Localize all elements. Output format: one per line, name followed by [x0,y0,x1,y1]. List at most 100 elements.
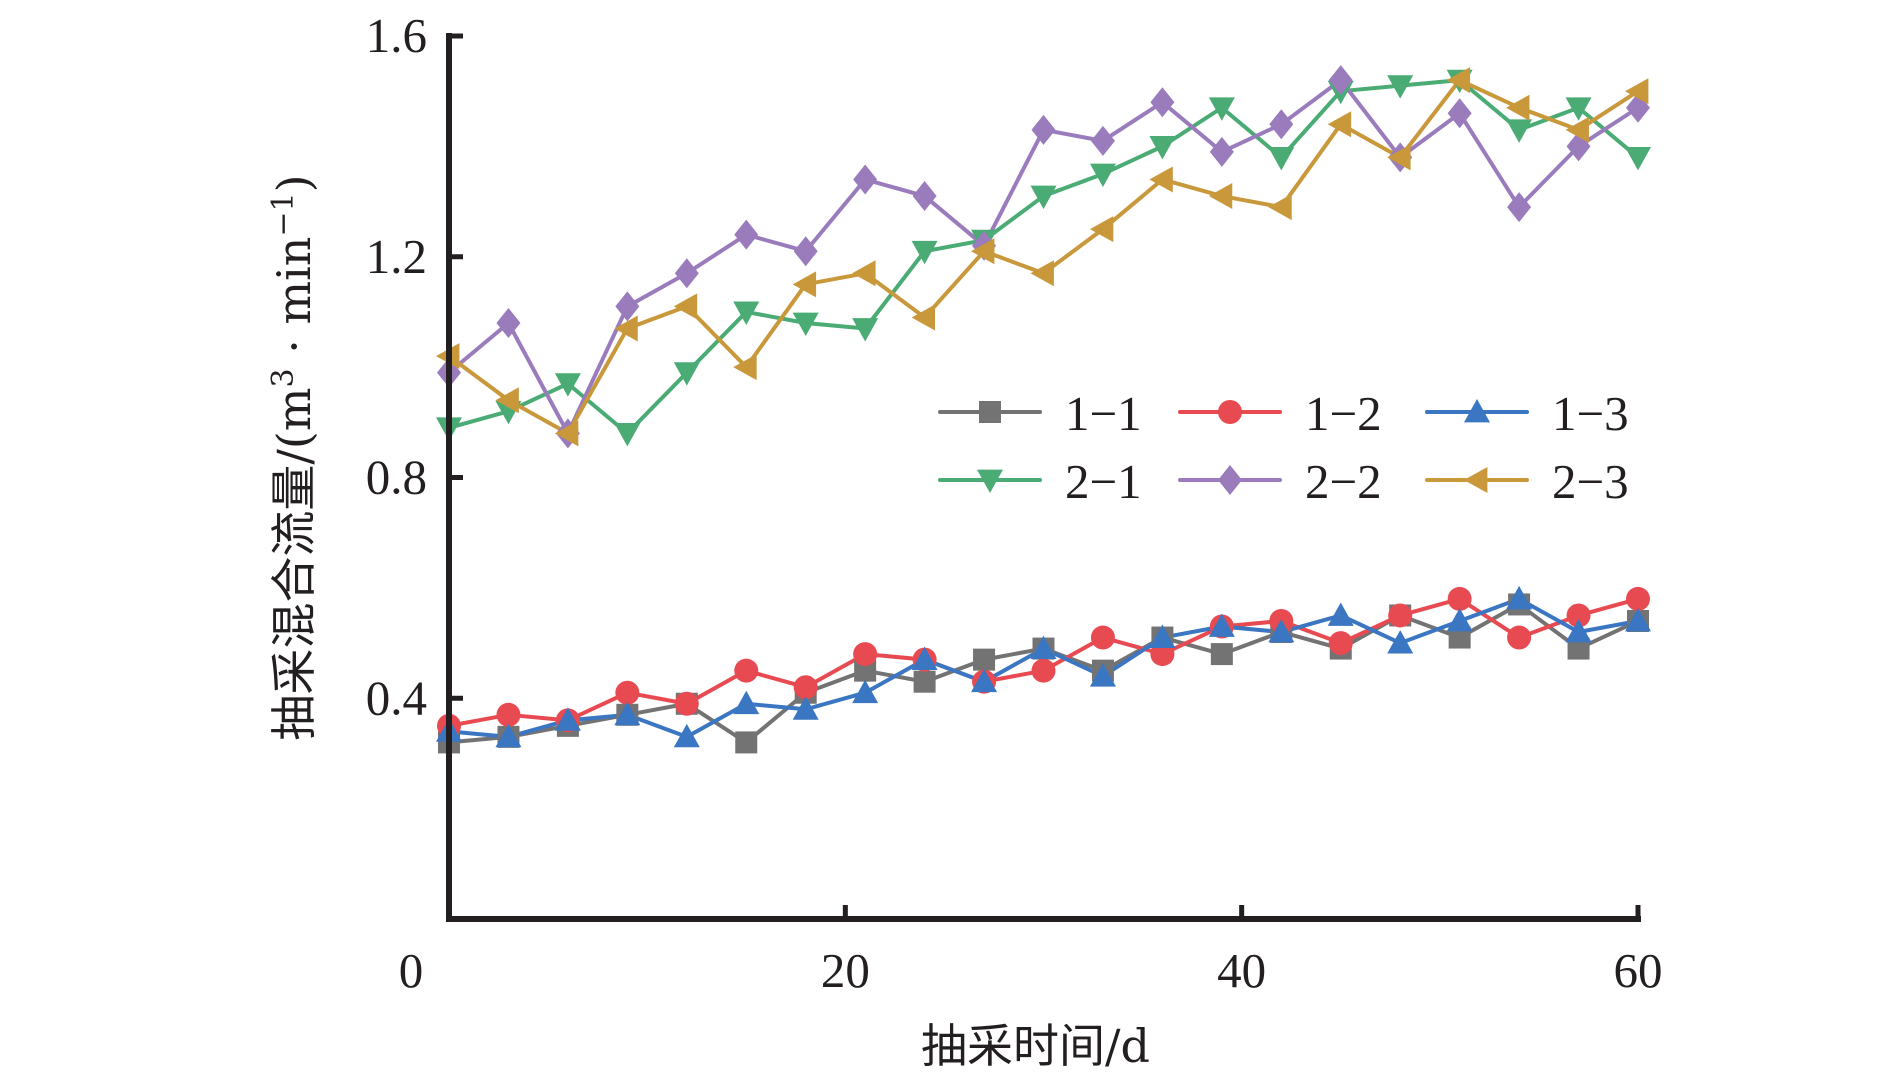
data-point [913,670,936,693]
data-point [1507,625,1532,650]
legend: 1−1 1−2 1−3 2−1 2−2 2−3 [938,386,1629,509]
legend-marker [1218,400,1242,424]
legend-item-2-3: 2−3 [1425,454,1629,509]
data-point [973,648,996,671]
data-point [911,304,935,331]
data-point [734,219,759,250]
data-point [971,238,995,265]
data-point [852,260,876,287]
data-point [1565,97,1592,121]
data-point [1089,163,1116,187]
data-point [1447,586,1472,611]
data-point [1565,116,1589,143]
data-point [1209,136,1234,167]
data-point [1507,192,1532,223]
data-point [852,318,879,342]
x-axis-title: 抽采时间/d [921,1019,1150,1073]
y-tick-label: 1.6 [366,8,427,63]
data-point [1506,94,1530,121]
series-markers [436,65,1651,754]
legend-label: 1−2 [1305,386,1382,441]
data-point [1149,624,1176,648]
y-tick-label: 1.2 [366,229,427,284]
y-tick-label: 0.8 [366,450,427,505]
data-point [673,723,700,748]
data-point [792,312,819,336]
data-point [735,731,758,754]
y-tick-label: 0.4 [366,670,427,725]
data-point [912,181,937,212]
legend-label: 1−3 [1552,386,1629,441]
legend-item-1-2: 1−2 [1178,386,1382,441]
data-point [1625,147,1651,171]
data-point [1149,166,1173,193]
y-axis-title-end: ) [267,174,321,192]
data-point [1387,144,1411,171]
data-point [1327,602,1354,626]
data-point [1387,630,1414,654]
y-axis-title-sup1: 3 [266,368,301,387]
data-point [614,701,641,726]
data-point [733,354,757,381]
data-point [496,702,521,727]
data-point [792,271,817,298]
data-point [971,668,998,693]
data-point [1269,109,1294,140]
data-point [1090,625,1115,650]
data-point [1268,194,1292,221]
legend-item-1-3: 1−3 [1425,386,1629,441]
y-axis-title: 抽采混合流量/(m3 · min−1) [266,174,322,740]
data-point [615,291,640,322]
data-point [1328,631,1353,656]
data-point [615,680,640,705]
legend-marker [1218,465,1242,495]
data-point [1506,119,1533,143]
data-point [1031,114,1056,145]
data-point [1327,111,1352,138]
x-tick-label: 40 [1217,943,1266,998]
data-point [911,240,938,265]
data-point [1208,183,1233,210]
x-tick-label: 0 [399,943,424,998]
data-point [1210,643,1233,666]
x-tick-label: 20 [821,943,870,998]
data-point [853,164,878,195]
series-markers-2-1 [436,69,1651,447]
series-markers-2-3 [436,67,1649,447]
data-point [1625,78,1649,105]
data-point [911,646,938,671]
data-point [1030,185,1057,210]
data-point [673,293,698,320]
data-point [792,696,819,720]
data-point [674,258,699,289]
data-point [614,315,638,342]
data-point [1328,65,1353,96]
data-point [1625,607,1651,632]
legend-label: 2−2 [1305,454,1382,509]
data-point [673,362,700,386]
data-point [1626,586,1650,611]
legend-item-2-1: 2−1 [938,454,1142,509]
data-point [1446,607,1473,632]
data-point [854,659,877,682]
data-point [853,642,878,667]
data-point [495,387,519,414]
data-point [1150,642,1175,667]
legend-label: 2−3 [1552,454,1629,509]
data-point [1208,613,1235,637]
data-point [1387,75,1414,99]
legend-marker [1464,467,1488,493]
data-point [495,723,522,748]
legend-marker [979,401,1001,423]
legend-marker [977,469,1003,493]
legend-label: 2−1 [1065,454,1142,509]
data-point [1149,135,1176,160]
data-point [734,658,759,683]
legend-item-2-2: 2−2 [1178,454,1382,509]
data-point [1268,147,1295,171]
legend-label: 1−1 [1065,386,1142,441]
data-point [554,420,579,447]
y-axis-title-mid: · min [267,237,321,369]
data-point [496,307,521,338]
